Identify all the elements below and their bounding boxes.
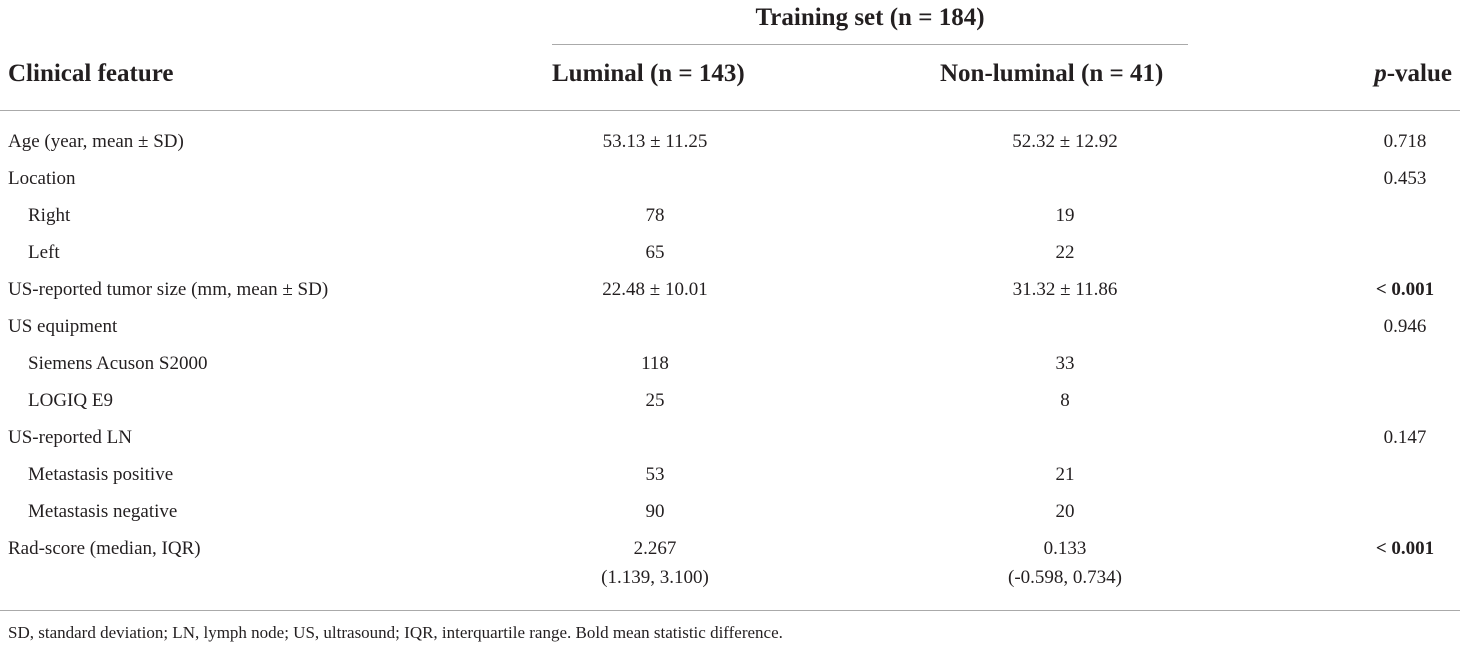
- non-luminal-value: 22: [1055, 242, 1075, 263]
- row-label: US-reported tumor size (mm, mean ± SD): [8, 279, 329, 300]
- luminal-value: 78: [645, 205, 665, 226]
- non-luminal-value: 52.32 ± 12.92: [1012, 131, 1118, 152]
- luminal-iqr: (1.139, 3.100): [601, 567, 709, 588]
- luminal-value: 90: [645, 501, 665, 522]
- table-row: Age (year, mean ± SD) 53.13 ± 11.25 52.3…: [0, 131, 1460, 168]
- group-header-rule: [552, 44, 1188, 45]
- table-footnote: SD, standard deviation; LN, lymph node; …: [8, 623, 783, 642]
- table-row: Metastasis negative 90 20: [0, 501, 1460, 538]
- row-label: LOGIQ E9: [28, 390, 113, 411]
- luminal-value: 22.48 ± 10.01: [602, 279, 708, 300]
- non-luminal-value: 31.32 ± 11.86: [1012, 279, 1118, 300]
- luminal-value: 2.267: [633, 538, 677, 559]
- table-row: US equipment 0.946: [0, 316, 1460, 353]
- luminal-value: 118: [641, 353, 669, 374]
- row-label: Metastasis positive: [28, 464, 174, 485]
- row-label: Right: [28, 205, 71, 226]
- row-label: US-reported LN: [8, 427, 132, 448]
- row-label: Left: [28, 242, 60, 263]
- luminal-value: 53: [645, 464, 665, 485]
- header-rule: [0, 110, 1460, 111]
- table-row: Rad-score (median, IQR) 2.267 (1.139, 3.…: [0, 538, 1460, 594]
- row-label: US equipment: [8, 316, 118, 337]
- p-value: 0.147: [1383, 427, 1427, 448]
- table-row: Siemens Acuson S2000 118 33: [0, 353, 1460, 390]
- table-row: Location 0.453: [0, 168, 1460, 205]
- luminal-value: 65: [645, 242, 665, 263]
- row-label: Rad-score (median, IQR): [8, 538, 201, 559]
- row-label: Age (year, mean ± SD): [8, 131, 184, 152]
- non-luminal-value: 33: [1055, 353, 1075, 374]
- table-row: US-reported tumor size (mm, mean ± SD) 2…: [0, 279, 1460, 316]
- non-luminal-iqr: (-0.598, 0.734): [1008, 567, 1122, 588]
- luminal-value: 25: [645, 390, 665, 411]
- header-non-luminal: Non-luminal (n = 41): [940, 60, 1164, 87]
- table-row: Right 78 19: [0, 205, 1460, 242]
- p-value: < 0.001: [1375, 538, 1435, 559]
- row-label: Siemens Acuson S2000: [28, 353, 208, 374]
- non-luminal-value: 0.133: [1043, 538, 1087, 559]
- table-row: Metastasis positive 53 21: [0, 464, 1460, 501]
- row-label: Metastasis negative: [28, 501, 178, 522]
- p-value: 0.718: [1383, 131, 1427, 152]
- header-clinical-feature: Clinical feature: [8, 60, 174, 87]
- p-value: 0.453: [1383, 168, 1427, 189]
- header-luminal: Luminal (n = 143): [552, 60, 745, 87]
- bottom-rule: [0, 610, 1460, 611]
- group-header: Training set (n = 184): [755, 4, 985, 31]
- table-row: LOGIQ E9 25 8: [0, 390, 1460, 427]
- non-luminal-value: 20: [1055, 501, 1075, 522]
- table-row: Left 65 22: [0, 242, 1460, 279]
- non-luminal-value: 21: [1055, 464, 1075, 485]
- row-label: Location: [8, 168, 76, 189]
- non-luminal-value: 19: [1055, 205, 1075, 226]
- p-value: < 0.001: [1375, 279, 1435, 300]
- table-row: US-reported LN 0.147: [0, 427, 1460, 464]
- non-luminal-value: 8: [1060, 390, 1070, 411]
- p-suffix: -value: [1386, 60, 1452, 87]
- luminal-value: 53.13 ± 11.25: [602, 131, 708, 152]
- p-value: 0.946: [1383, 316, 1427, 337]
- header-p-value: p-value: [1374, 60, 1452, 88]
- p-italic: p: [1374, 60, 1387, 87]
